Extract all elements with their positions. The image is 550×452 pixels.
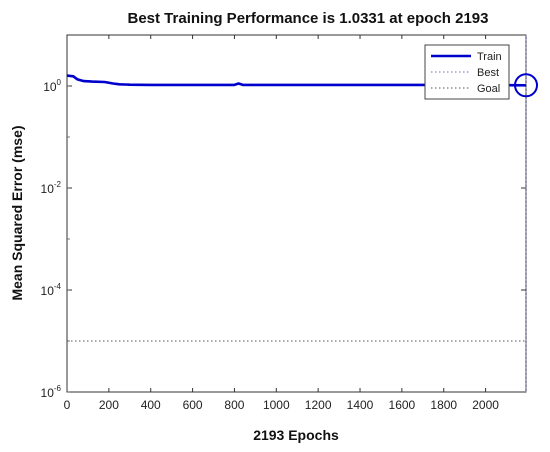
x-tick-label-0: 0 <box>64 398 71 412</box>
x-tick-label-3: 600 <box>183 398 203 412</box>
x-axis-ticks: 0 200 400 600 800 1000 1200 1400 1600 1800 2000 <box>64 35 499 412</box>
legend-label-goal: Goal <box>477 83 500 95</box>
y-axis-label: Mean Squared Error (mse) <box>9 125 25 300</box>
x-tick-label-10: 2000 <box>472 398 499 412</box>
y-tick-label-0: 100 <box>43 78 61 94</box>
x-tick-label-7: 1400 <box>347 398 374 412</box>
y-tick-label-1: 10-2 <box>41 180 62 196</box>
x-tick-label-2: 400 <box>141 398 161 412</box>
legend-label-best: Best <box>477 67 499 79</box>
x-tick-label-8: 1600 <box>389 398 416 412</box>
legend-label-train: Train <box>477 51 502 63</box>
x-tick-label-9: 1800 <box>430 398 457 412</box>
train-line <box>66 74 527 87</box>
chart-title: Best Training Performance is 1.0331 at e… <box>128 10 489 27</box>
x-axis-label: 2193 Epochs <box>253 427 339 443</box>
best-point-marker <box>514 73 538 98</box>
y-axis-ticks: 100 10-2 10-4 10-6 <box>41 78 526 400</box>
x-tick-label-6: 1200 <box>305 398 332 412</box>
x-tick-label-4: 800 <box>224 398 244 412</box>
x-tick-label-5: 1000 <box>263 398 290 412</box>
legend: Train Best Goal <box>424 44 510 100</box>
x-tick-label-1: 200 <box>99 398 119 412</box>
series-layer <box>66 35 538 392</box>
y-tick-label-2: 10-4 <box>41 282 62 298</box>
y-tick-label-3: 10-6 <box>41 384 62 400</box>
